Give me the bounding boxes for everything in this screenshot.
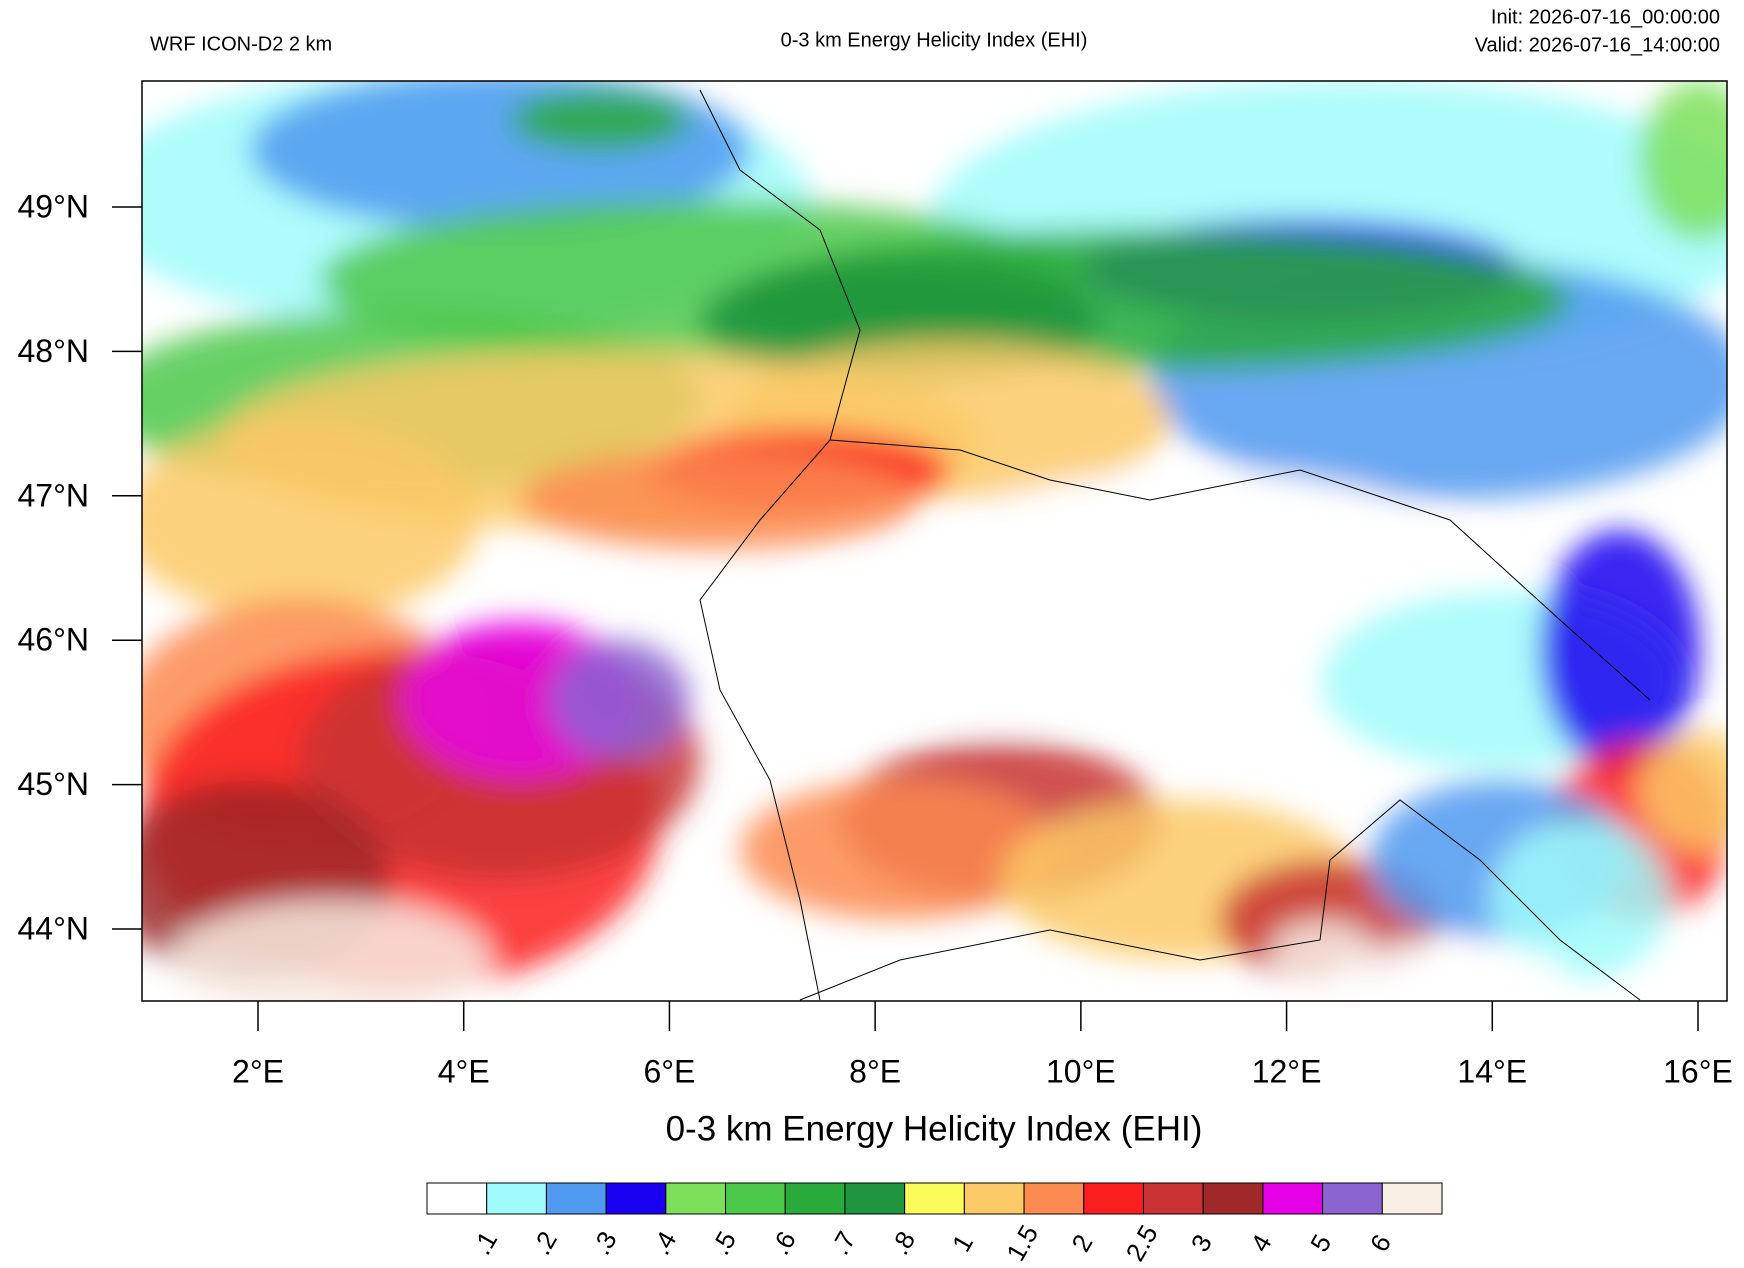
colorbar-box bbox=[665, 1182, 727, 1215]
colorbar-label: .2 bbox=[526, 1226, 563, 1260]
field-blob bbox=[1640, 81, 1727, 240]
colorbar-label: .4 bbox=[646, 1226, 683, 1260]
model-name: WRF ICON-D2 2 km bbox=[150, 33, 332, 55]
lat-label: 45°N bbox=[18, 766, 90, 802]
init-time: Init: 2026-07-16_00:00:00 bbox=[1491, 6, 1720, 28]
field-blob bbox=[740, 780, 1060, 920]
lat-label: 47°N bbox=[18, 477, 90, 513]
lon-label: 14°E bbox=[1457, 1053, 1527, 1089]
colorbar-box bbox=[725, 1182, 786, 1215]
colorbar-box bbox=[963, 1182, 1025, 1215]
colorbar-box bbox=[1262, 1182, 1324, 1215]
ehi-field bbox=[142, 81, 1727, 1001]
lat-label: 49°N bbox=[18, 188, 90, 224]
colorbar-box bbox=[1322, 1182, 1383, 1215]
lon-label: 6°E bbox=[643, 1053, 695, 1089]
colorbar-box bbox=[545, 1182, 607, 1215]
lat-label: 46°N bbox=[18, 622, 90, 658]
field-blob bbox=[1330, 940, 1570, 1001]
lon-label: 8°E bbox=[849, 1053, 901, 1089]
coast-line bbox=[799, 799, 1641, 1001]
field-blob bbox=[510, 90, 690, 150]
colorbar-box bbox=[486, 1182, 547, 1215]
colorbar-label: 2.5 bbox=[1120, 1220, 1164, 1266]
colorbar-label: .8 bbox=[884, 1226, 921, 1260]
colorbar-label: 2 bbox=[1065, 1229, 1098, 1257]
colorbar-box bbox=[904, 1182, 965, 1215]
colorbar-box bbox=[1381, 1182, 1443, 1215]
field-blob bbox=[142, 420, 480, 620]
colorbar-label: 6 bbox=[1364, 1229, 1397, 1257]
lon-label: 4°E bbox=[438, 1053, 490, 1089]
field-blobs bbox=[142, 81, 1727, 1001]
colorbar-box bbox=[1023, 1182, 1085, 1215]
colorbar-label: 1.5 bbox=[1000, 1220, 1044, 1266]
field-blob bbox=[1490, 820, 1670, 980]
colorbar-label: .1 bbox=[466, 1226, 503, 1260]
colorbar-box bbox=[844, 1182, 906, 1215]
field-blob bbox=[550, 640, 690, 760]
colorbar-label: 1 bbox=[946, 1229, 979, 1257]
colorbar-box bbox=[1142, 1182, 1204, 1215]
colorbar-box bbox=[426, 1182, 488, 1215]
axis-label: 0-3 km Energy Helicity Index (EHI) bbox=[666, 1109, 1203, 1148]
field-blob bbox=[1540, 530, 1700, 770]
lon-label: 10°E bbox=[1046, 1053, 1116, 1089]
border-line bbox=[829, 439, 1651, 701]
field-blob bbox=[520, 450, 920, 550]
colorbar-label: .7 bbox=[825, 1226, 862, 1260]
colorbar-label: .6 bbox=[765, 1226, 802, 1260]
colorbar-box bbox=[1202, 1182, 1264, 1215]
valid-time: Valid: 2026-07-16_14:00:00 bbox=[1475, 34, 1720, 56]
lon-label: 2°E bbox=[232, 1053, 284, 1089]
field-blob bbox=[750, 550, 1250, 730]
lat-label: 48°N bbox=[18, 333, 90, 369]
colorbar-box bbox=[784, 1182, 846, 1215]
colorbar-label: .5 bbox=[705, 1226, 742, 1260]
map-title: 0-3 km Energy Helicity Index (EHI) bbox=[781, 29, 1088, 51]
colorbar-label: .3 bbox=[586, 1226, 623, 1260]
border-line bbox=[699, 89, 861, 1001]
colorbar-box bbox=[605, 1182, 667, 1215]
colorbar-box bbox=[1083, 1182, 1144, 1215]
map-frame bbox=[141, 80, 1728, 1002]
field-blob bbox=[1640, 730, 1727, 850]
lon-label: 16°E bbox=[1663, 1053, 1733, 1089]
field-blob bbox=[170, 900, 490, 1001]
colorbar-label: 5 bbox=[1304, 1229, 1337, 1257]
colorbar-label: 4 bbox=[1244, 1229, 1277, 1257]
lon-label: 12°E bbox=[1252, 1053, 1322, 1089]
colorbar-label: 3 bbox=[1185, 1229, 1218, 1257]
lat-label: 44°N bbox=[18, 910, 90, 946]
